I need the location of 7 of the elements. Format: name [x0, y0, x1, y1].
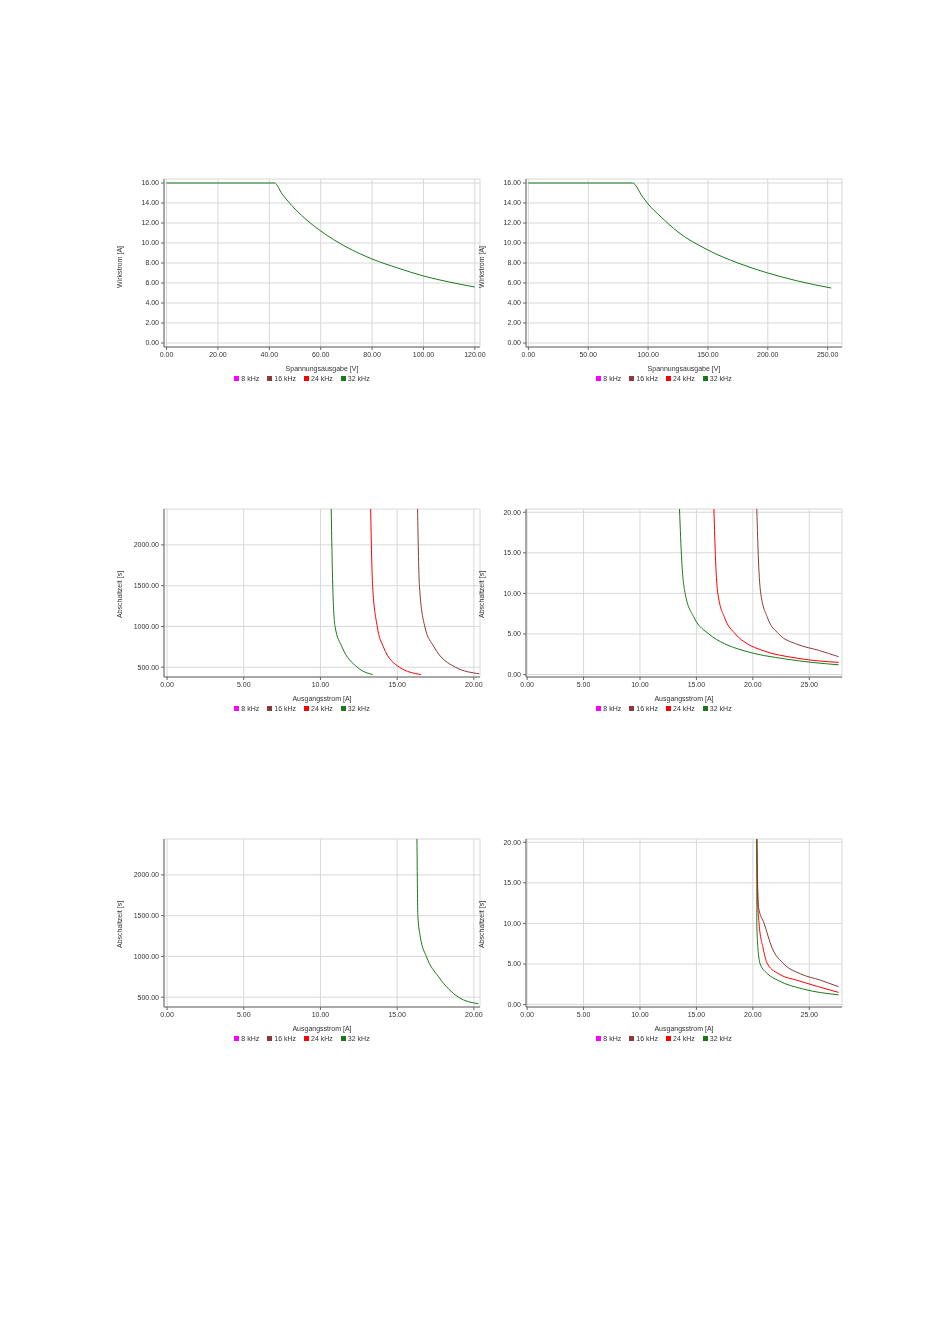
line-series — [678, 509, 840, 666]
line-series — [527, 182, 832, 289]
line-series — [370, 509, 422, 676]
line-series — [756, 509, 840, 658]
line-series — [166, 182, 476, 288]
line-series — [330, 509, 374, 676]
line-series — [713, 509, 840, 663]
